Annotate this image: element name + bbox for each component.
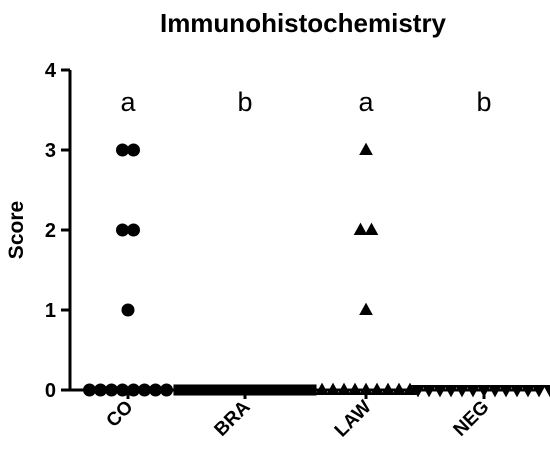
data-point [116, 223, 129, 237]
category-label: LAW [331, 397, 376, 442]
data-point [184, 384, 196, 396]
data-point [283, 384, 295, 396]
data-point [127, 383, 140, 397]
data-point [121, 303, 135, 317]
data-point [381, 382, 395, 395]
y-axis-label: Score [5, 201, 28, 259]
data-point [138, 383, 151, 397]
data-point [272, 384, 284, 396]
data-point [364, 222, 379, 235]
data-point [250, 384, 262, 396]
data-point [160, 383, 173, 397]
y-tick-label: 0 [45, 380, 56, 402]
data-point [359, 382, 373, 395]
y-tick-label: 4 [45, 60, 57, 82]
y-tick-label: 2 [45, 220, 56, 242]
data-point [239, 384, 251, 396]
data-point [337, 382, 351, 395]
data-point [305, 384, 317, 396]
data-point [195, 384, 207, 396]
category-label: CO [103, 397, 138, 432]
data-point [94, 383, 107, 397]
data-point [217, 384, 229, 396]
data-point [206, 384, 218, 396]
data-point [173, 384, 185, 396]
data-point [422, 385, 436, 398]
significance-letter: a [120, 87, 136, 117]
data-points [83, 142, 550, 398]
data-point [359, 302, 373, 315]
data-point [348, 382, 362, 395]
data-point [149, 383, 162, 397]
significance-letter: b [237, 87, 252, 117]
data-point [127, 143, 140, 157]
data-point [353, 222, 368, 235]
data-point [83, 383, 96, 397]
significance-letter: a [358, 87, 374, 117]
data-point [326, 382, 340, 395]
data-point [433, 385, 447, 398]
data-point [116, 143, 129, 157]
chart-title: Immunohistochemistry [160, 8, 447, 38]
category-label: NEG [450, 397, 494, 441]
y-tick-label: 1 [45, 300, 56, 322]
data-point [532, 385, 546, 398]
data-point [359, 142, 373, 155]
data-point [521, 385, 535, 398]
category-labels: CO BRA LAW NEG [103, 396, 494, 441]
data-point [466, 385, 480, 398]
data-point [488, 385, 502, 398]
data-point [444, 385, 458, 398]
data-point [392, 382, 406, 395]
data-point [510, 385, 524, 398]
y-tick-label: 3 [45, 140, 56, 162]
data-point [315, 382, 329, 395]
data-point [127, 223, 140, 237]
data-point [499, 385, 513, 398]
data-point [116, 383, 129, 397]
data-point [455, 385, 469, 398]
category-label: BRA [211, 396, 255, 440]
significance-letter: b [476, 87, 491, 117]
data-point [294, 384, 306, 396]
data-point [477, 385, 491, 398]
data-point [403, 382, 417, 395]
data-point [411, 385, 425, 398]
data-point [261, 384, 273, 396]
data-point [105, 383, 118, 397]
data-point [543, 385, 550, 398]
data-point [228, 384, 240, 396]
data-point [370, 382, 384, 395]
